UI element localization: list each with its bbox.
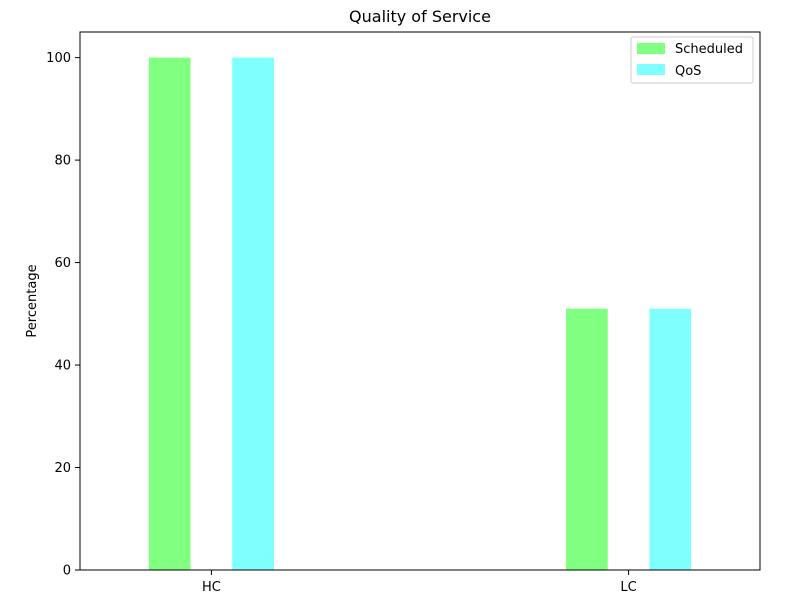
y-tick-label: 40 xyxy=(54,359,71,374)
legend-swatch-qos xyxy=(637,64,665,75)
legend: Scheduled QoS xyxy=(630,36,754,84)
legend-label-qos: QoS xyxy=(675,64,701,79)
y-tick-label: 20 xyxy=(54,461,71,476)
y-tick-label: 100 xyxy=(46,51,71,66)
y-tick-label: 80 xyxy=(54,154,71,169)
bar-scheduled-lc xyxy=(566,308,608,570)
y-tick-label: 60 xyxy=(54,256,71,271)
bars-group xyxy=(148,57,692,571)
x-axis-ticks: HC LC xyxy=(202,570,637,595)
plot-frame xyxy=(79,31,761,571)
bar-qos-lc xyxy=(649,308,692,570)
chart-title: Quality of Service xyxy=(349,7,491,26)
x-tick-label-hc: HC xyxy=(202,580,221,595)
legend-swatch-scheduled xyxy=(637,43,665,54)
y-axis-label: Percentage xyxy=(25,264,40,337)
bar-qos-hc xyxy=(232,57,274,571)
y-tick-label: 0 xyxy=(63,564,71,579)
legend-label-scheduled: Scheduled xyxy=(675,42,743,57)
y-axis-ticks: 0 20 40 60 80 100 xyxy=(46,51,80,579)
x-tick-label-lc: LC xyxy=(620,580,636,595)
bar-scheduled-hc xyxy=(148,57,191,571)
